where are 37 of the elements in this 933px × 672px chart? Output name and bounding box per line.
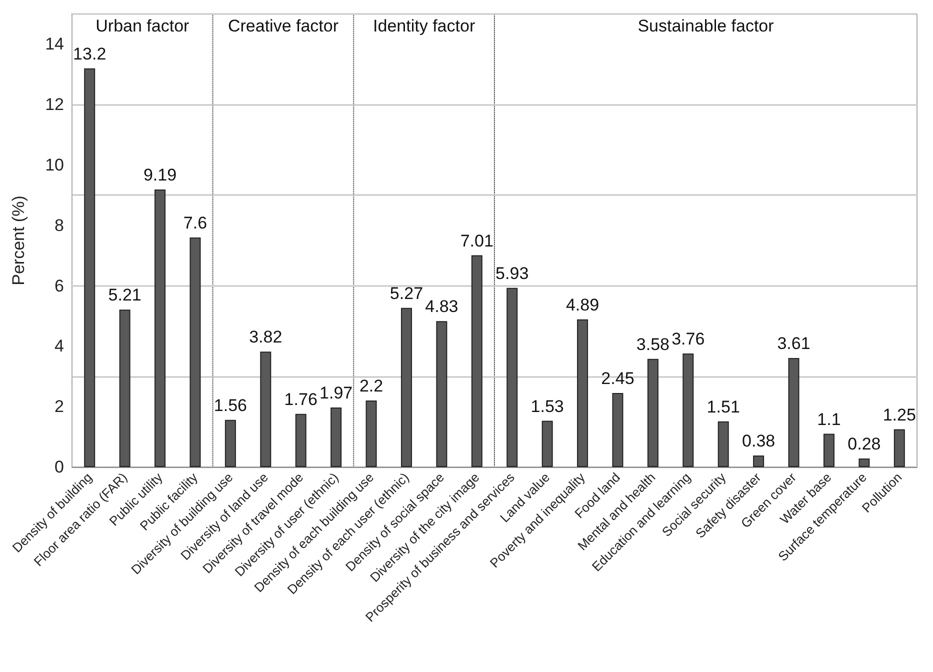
data-label: 3.76	[672, 329, 705, 348]
y-tick-label: 12	[45, 95, 64, 114]
data-label: 0.28	[848, 434, 881, 454]
data-label: 1.76	[284, 390, 318, 409]
data-label: 3.61	[777, 334, 810, 353]
y-tick-label: 4	[54, 336, 64, 356]
band-label: Identity factor	[373, 16, 476, 36]
data-label: 0.38	[742, 432, 776, 451]
data-label: 1.25	[882, 405, 916, 424]
y-axis-title: Percent (%)	[9, 196, 28, 286]
data-label: 2.2	[359, 376, 384, 396]
data-label: 4.89	[566, 295, 600, 314]
data-label: 7.01	[460, 231, 494, 250]
y-tick-label: 8	[54, 216, 64, 235]
band-label: Sustainable factor	[638, 16, 774, 36]
data-label: 7.6	[183, 213, 208, 232]
y-tick-label: 2	[54, 397, 64, 416]
data-label: 3.82	[249, 328, 282, 347]
data-label: 3.58	[636, 334, 670, 354]
data-label: 13.2	[73, 44, 106, 64]
data-label: 1.56	[214, 396, 247, 415]
data-label: 5.21	[108, 286, 142, 305]
data-label: 2.45	[601, 369, 634, 388]
data-label: 5.93	[496, 264, 529, 283]
y-tick-label: 10	[45, 156, 64, 174]
data-label: 9.19	[143, 165, 177, 184]
y-tick-label: 14	[45, 34, 64, 54]
band-label: Urban factor	[96, 16, 190, 36]
data-label: 5.27	[390, 284, 424, 303]
data-label: 1.1	[817, 410, 841, 429]
y-tick-label: 6	[54, 276, 64, 296]
data-label: 1.97	[320, 384, 353, 403]
data-label: 4.83	[425, 297, 458, 316]
band-label: Creative factor	[228, 16, 339, 36]
data-label: 1.53	[530, 396, 564, 416]
data-label: 1.51	[706, 397, 740, 416]
y-tick-label: 0	[54, 458, 64, 476]
